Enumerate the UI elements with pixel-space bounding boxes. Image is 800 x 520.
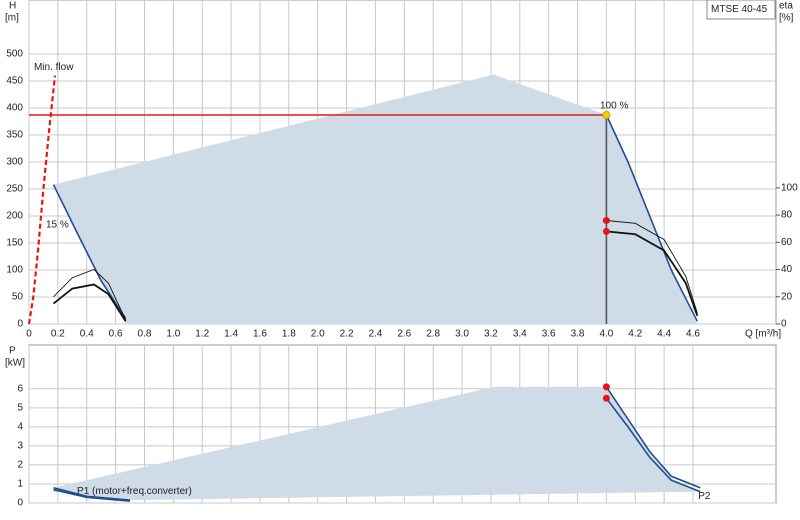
data-point: [602, 227, 610, 235]
x-tick-label: 2.2: [340, 329, 354, 340]
y-tick-label: 200: [6, 211, 23, 222]
series-line: [53, 386, 701, 501]
legend-box: [706, 0, 776, 20]
series-label: Min. flow: [34, 62, 74, 73]
y-tick-label: 300: [6, 157, 23, 168]
y2-tick-label: 20: [781, 291, 793, 302]
y2-tick-label: 40: [781, 264, 793, 275]
y-tick-label: 150: [6, 238, 23, 249]
y-axis-label: H: [9, 1, 16, 12]
x-tick-label: 0.4: [80, 329, 94, 340]
y-tick-label: 0: [17, 498, 23, 509]
x-tick-label: 2.0: [311, 329, 325, 340]
x-tick-label: 2.6: [397, 329, 411, 340]
y-tick-label: 6: [17, 383, 23, 394]
x-tick-label: 4.2: [628, 329, 642, 340]
x-axis-label: Q [m³/h]: [745, 329, 781, 340]
y2-axis-label: eta: [779, 1, 793, 12]
x-tick-label: 0.6: [109, 329, 123, 340]
y-tick-label: 1: [17, 479, 23, 490]
x-tick-label: 0.2: [51, 329, 65, 340]
y-axis-label: P: [9, 346, 16, 357]
legend-label: MTSE 40-45: [711, 4, 768, 15]
series-line: [53, 397, 701, 502]
y-tick-label: 0: [17, 319, 23, 330]
x-tick-label: 3.6: [542, 329, 556, 340]
x-tick-label: 2.8: [426, 329, 440, 340]
y2-tick-label: 0: [781, 319, 787, 330]
y2-tick-label: 80: [781, 210, 793, 221]
y-tick-label: 350: [6, 130, 23, 141]
data-point: [602, 111, 611, 120]
x-tick-label: 4.4: [657, 329, 671, 340]
x-tick-label: 1.6: [253, 329, 267, 340]
y-tick-label: 4: [17, 421, 23, 432]
y-tick-label: 50: [12, 292, 24, 303]
x-tick-label: 1.2: [195, 329, 209, 340]
x-tick-label: 1.8: [282, 329, 296, 340]
x-tick-label: 3.2: [484, 329, 498, 340]
x-tick-label: 3.8: [571, 329, 585, 340]
area: [53, 386, 701, 501]
x-tick-label: 1.4: [224, 329, 238, 340]
y2-axis-unit: [%]: [779, 13, 794, 24]
y-tick-label: 2: [17, 460, 23, 471]
y-axis-unit: [kW]: [5, 358, 25, 369]
annotation: 100 %: [600, 101, 628, 112]
x-tick-label: 3.0: [455, 329, 469, 340]
x-tick-label: 2.4: [368, 329, 382, 340]
data-point: [602, 383, 610, 391]
series-label: P1 (motor+freq.converter): [77, 486, 192, 497]
y-axis-unit: [m]: [5, 13, 19, 24]
y-tick-label: 250: [6, 184, 23, 195]
x-tick-label: 4.6: [686, 329, 700, 340]
y-tick-label: 5: [17, 402, 23, 413]
y-tick-label: 100: [6, 265, 23, 276]
y-tick-label: 400: [6, 103, 23, 114]
x-tick-label: 1.0: [166, 329, 180, 340]
data-point: [602, 394, 610, 402]
series-line: [53, 220, 698, 321]
annotation: 15 %: [46, 220, 69, 231]
y2-tick-label: 100: [781, 183, 798, 194]
series-line: [52, 114, 699, 322]
area: [53, 74, 698, 324]
series-line: [52, 230, 699, 322]
y2-tick-label: 60: [781, 237, 793, 248]
series-label: P2: [698, 491, 711, 502]
x-tick-label: 0.8: [138, 329, 152, 340]
x-tick-label: 3.4: [513, 329, 527, 340]
series-line: [27, 75, 57, 325]
y-tick-label: 500: [6, 49, 23, 60]
data-point: [602, 217, 610, 225]
x-tick-label: 0: [26, 329, 32, 340]
y-tick-label: 450: [6, 76, 23, 87]
x-tick-label: 4.0: [599, 329, 613, 340]
y-tick-label: 3: [17, 441, 23, 452]
